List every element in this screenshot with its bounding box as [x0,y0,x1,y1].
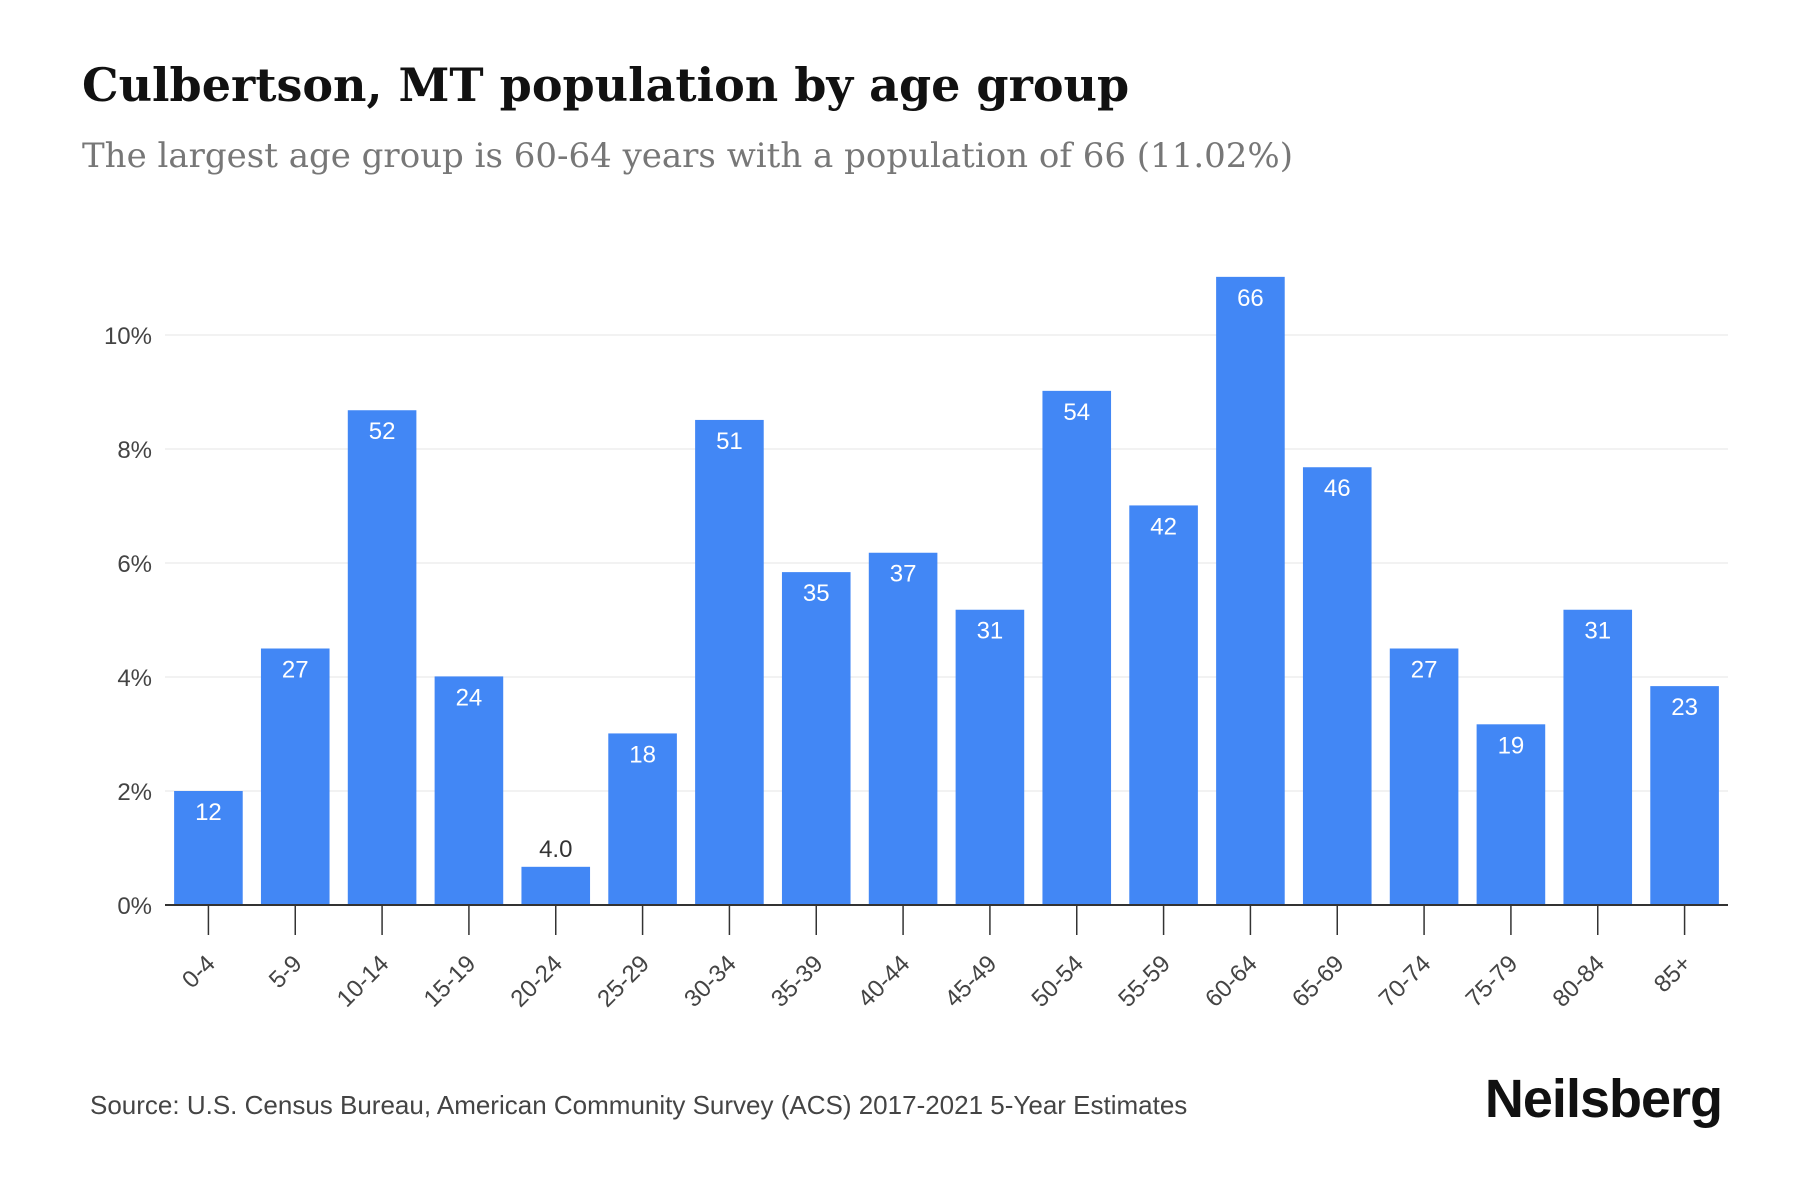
bar-value-label: 19 [1498,732,1525,759]
y-tick-label: 8% [117,437,152,464]
bar-value-label: 18 [629,741,656,768]
bar [1563,609,1633,905]
y-tick-label: 6% [117,551,152,578]
x-tick-label: 45-49 [940,950,1003,1013]
bar-value-label: 31 [977,618,1004,645]
y-tick-label: 0% [117,893,152,920]
x-tick-label: 50-54 [1026,950,1089,1013]
bar [1476,724,1546,905]
gridlines [165,334,1728,792]
chart-subtitle: The largest age group is 60-64 years wit… [82,136,1293,176]
bar-value-label: 35 [803,580,830,607]
x-tick-label: 70-74 [1374,950,1437,1013]
bar-value-label: 37 [890,561,917,588]
bar [781,572,851,905]
x-tick-label: 0-4 [177,950,221,994]
x-tick-label: 55-59 [1113,950,1176,1013]
bar [1389,648,1459,905]
x-tick-label: 60-64 [1200,950,1263,1013]
y-tick-label: 10% [104,323,152,350]
bar [434,676,504,905]
x-tick-label: 35-39 [766,950,829,1013]
bar-value-label: 52 [369,418,396,445]
bar [695,419,764,905]
bar-value-label: 54 [1063,399,1090,426]
bar [347,410,417,905]
data-labels: 12 27 52 24 4.0 18 51 35 37 31 54 42 66 46 27 19 31 23 [195,285,1698,863]
bar [1302,467,1372,905]
bar-value-label: 42 [1150,513,1177,540]
bar [1129,505,1198,905]
bar-value-label: 66 [1237,285,1264,312]
y-tick-label: 4% [117,665,152,692]
bar-value-label: 23 [1671,694,1698,721]
bar [868,552,938,905]
x-tick-label: 85+ [1649,950,1697,998]
x-tick-label: 5-9 [264,950,308,994]
x-tick-label: 10-14 [332,950,395,1013]
bar [1216,276,1285,905]
bar-chart: 12 27 52 24 4.0 18 51 35 37 31 54 42 66 46 27 19 31 23 0%… [104,276,1728,1013]
bar-value-label: 31 [1584,618,1611,645]
chart-title: Culbertson, MT population by age group [82,58,1130,112]
bar [174,791,243,905]
bar [1650,686,1719,905]
x-tick-label: 20-24 [505,950,568,1013]
bar-value-label: 24 [456,684,483,711]
bar-value-label: 51 [716,428,743,455]
bar-value-label: 46 [1324,475,1351,502]
source-note: Source: U.S. Census Bureau, American Com… [90,1090,1188,1120]
x-tick-label: 40-44 [853,950,916,1013]
bar [521,866,591,905]
bar [955,609,1025,905]
bar-value-label: 27 [282,657,309,684]
bar-value-label: 4.0 [539,836,572,863]
x-tick-label: 25-29 [592,950,655,1013]
bar-value-label: 27 [1411,657,1438,684]
x-tick-label: 75-79 [1461,950,1524,1013]
x-tick-label: 80-84 [1547,950,1610,1013]
y-tick-label: 2% [117,779,152,806]
x-tick-label: 65-69 [1287,950,1350,1013]
brand-logo: Neilsberg [1484,1069,1723,1129]
bar [260,648,330,905]
bar [608,733,677,905]
x-tick-label: 30-34 [679,950,742,1013]
bar-value-label: 12 [195,799,222,826]
bar [1042,390,1112,905]
x-tick-label: 15-19 [419,950,482,1013]
bars [174,276,1719,905]
